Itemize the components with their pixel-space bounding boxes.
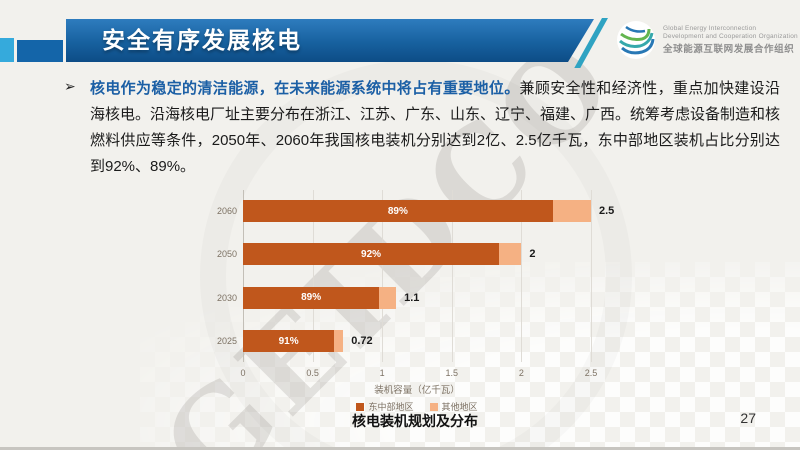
bar-segment-east-central: 91% — [243, 330, 335, 353]
legend-swatch — [356, 402, 365, 411]
bar-segment-east-central: 89% — [243, 286, 380, 309]
bar-row-2025: 2025 91% 0.72 — [217, 330, 373, 353]
body-rest-text: 兼顾安全性和经济性，重点加快建设沿海核电。沿海核电厂址主要分布在浙江、江苏、广东… — [90, 80, 781, 175]
logo-en-line2: Development and Cooperation Organization — [663, 32, 798, 40]
chart-caption: 核电装机规划及分布 — [352, 413, 478, 429]
body-paragraph-block: ➢ 核电作为稳定的清洁能源，在未来能源系统中将占有重要地位。兼顾安全性和经济性，… — [64, 76, 780, 180]
total-value-label: 0.72 — [351, 335, 373, 348]
category-label: 2025 — [216, 336, 237, 347]
x-tick-label: 2 — [518, 368, 524, 378]
category-label: 2060 — [216, 206, 237, 216]
bar-segment-other — [552, 200, 591, 222]
x-tick-label: 0 — [240, 368, 246, 378]
geidco-globe-icon — [617, 21, 655, 59]
x-tick-label: 0.5 — [306, 368, 319, 378]
gridline — [451, 190, 453, 362]
total-value-label: 2 — [529, 248, 536, 261]
geidco-logo: Global Energy Interconnection Developmen… — [616, 20, 798, 60]
body-highlight-sentence: 核电作为稳定的清洁能源，在未来能源系统中将占有重要地位。 — [90, 80, 520, 97]
slide-title: 安全有序发展核电 — [102, 27, 302, 53]
logo-text: Global Energy Interconnection Developmen… — [663, 25, 798, 56]
chart-legend: 东中部地区 其他地区 — [243, 400, 591, 413]
bar-segment-other — [499, 243, 522, 266]
legend-label: 其他地区 — [441, 402, 478, 412]
logo-en-line1: Global Energy Interconnection — [663, 24, 757, 32]
header-accent-square-dark — [17, 40, 63, 62]
category-label: 2050 — [216, 249, 237, 260]
gridline — [312, 190, 314, 362]
header-accent-square-light — [0, 38, 14, 62]
x-tick-label: 1 — [379, 368, 385, 378]
gridline — [591, 190, 592, 362]
bar-row-2050: 2050 92% 2 — [217, 243, 536, 266]
bullet-arrow-icon: ➢ — [64, 78, 76, 94]
legend-label: 东中部地区 — [368, 402, 414, 412]
x-axis-label: 装机容量（亿千瓦） — [374, 385, 460, 396]
bar-segment-east-central: 92% — [243, 243, 500, 266]
percent-label: 89% — [301, 292, 322, 304]
body-text: 核电作为稳定的清洁能源，在未来能源系统中将占有重要地位。兼顾安全性和经济性，重点… — [90, 76, 780, 180]
bar-segment-other — [379, 286, 397, 309]
bar-segment-other — [334, 330, 344, 353]
title-banner: 安全有序发展核电 — [66, 19, 594, 62]
bar-row-2030: 2030 89% 1.1 — [217, 286, 420, 309]
x-tick-label: 1.5 — [445, 368, 459, 378]
page-number: 27 — [740, 410, 756, 426]
percent-label: 92% — [361, 248, 382, 260]
category-label: 2030 — [216, 292, 237, 303]
logo-cn-line: 全球能源互联网发展合作组织 — [663, 43, 795, 55]
gridline — [521, 190, 523, 362]
legend-item: 东中部地区 — [356, 400, 414, 413]
x-tick-label: 2.5 — [584, 368, 598, 378]
bar-row-2060: 2060 89% 2.5 — [217, 200, 615, 222]
nuclear-capacity-bar-chart: 2060 89% 2.5 2050 92% 2 2030 89% 1.1 2025 91% 0.72 … — [205, 186, 645, 426]
chart-plot-area: 2060 89% 2.5 2050 92% 2 2030 89% 1.1 2025 91% 0.72 — [217, 190, 614, 362]
legend-swatch — [429, 402, 438, 411]
percent-label: 89% — [387, 205, 408, 217]
gridline — [382, 190, 384, 362]
bar-segment-east-central: 89% — [243, 200, 553, 222]
percent-label: 91% — [278, 335, 299, 347]
total-value-label: 2.5 — [598, 205, 615, 217]
gridline — [243, 190, 244, 362]
legend-item: 其他地区 — [429, 400, 478, 413]
total-value-label: 1.1 — [404, 291, 420, 304]
